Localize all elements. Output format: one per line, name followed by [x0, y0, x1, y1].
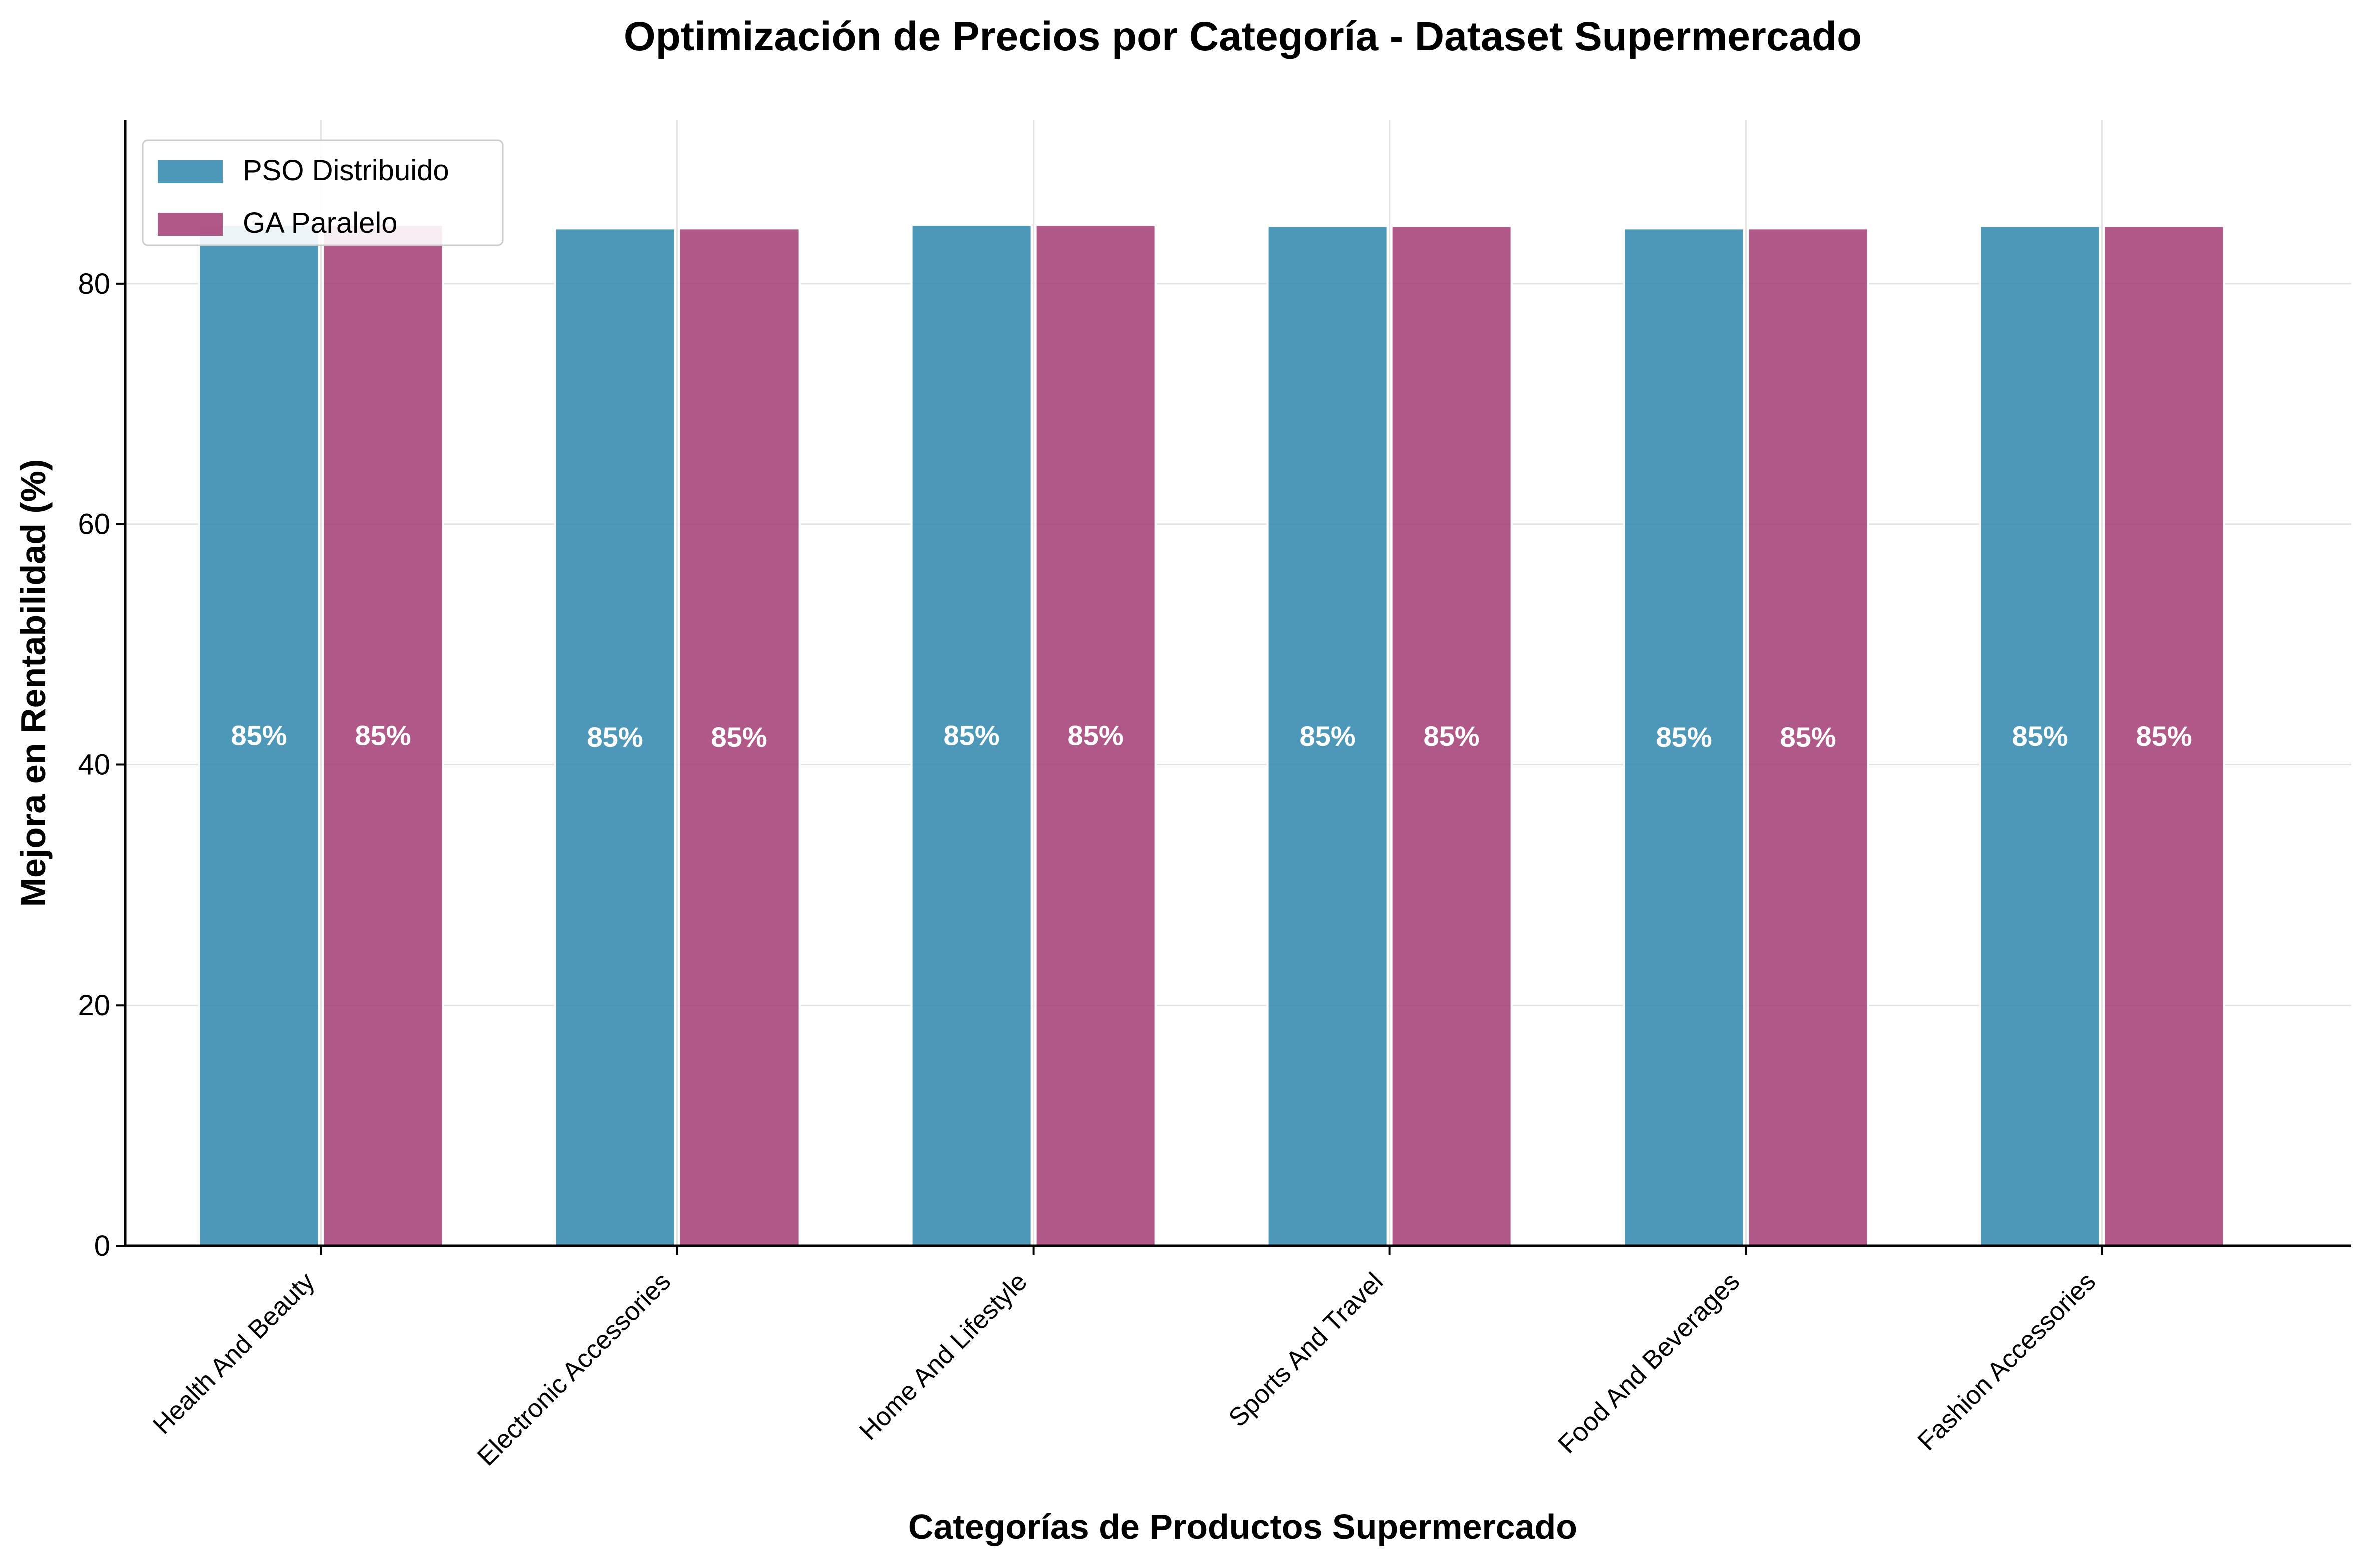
- bar-value-label: 85%: [2012, 720, 2068, 752]
- bar-value-label: 85%: [1656, 721, 1712, 753]
- bar-value-label: 85%: [711, 721, 767, 753]
- y-tick-label: 40: [78, 748, 110, 781]
- bar-value-label: 85%: [355, 720, 411, 751]
- legend-label: GA Paralelo: [243, 207, 398, 239]
- bar-pso: [1266, 225, 1389, 1247]
- bar-value-label: 85%: [1424, 720, 1480, 752]
- legend: PSO Distribuido GA Paralelo: [142, 139, 504, 246]
- legend-swatch: [158, 160, 223, 183]
- gridlines: [125, 120, 2351, 1247]
- y-tick-label: 80: [78, 268, 110, 300]
- legend-box: [142, 139, 504, 246]
- bar-pso: [198, 224, 320, 1247]
- bar-pso: [910, 224, 1033, 1247]
- bars: 85% 85% 85% 85% 85% 85% 85% 85% 85% 85% 85% 85%: [198, 224, 2225, 1247]
- x-axis-label: Categorías de Productos Supermercado: [908, 1507, 1577, 1546]
- legend-label: PSO Distribuido: [243, 154, 449, 187]
- legend-swatch: [158, 213, 223, 236]
- bar-ga: [1390, 225, 1513, 1247]
- bar-pso: [554, 227, 676, 1247]
- bar-ga: [1034, 224, 1157, 1247]
- bar-value-label: 85%: [587, 721, 643, 753]
- bar-ga: [1747, 227, 1869, 1247]
- bar-value-label: 85%: [1068, 720, 1124, 751]
- bar-ga: [2103, 225, 2225, 1247]
- bar-value-label: 85%: [231, 720, 287, 751]
- bar-value-label: 85%: [2136, 720, 2192, 752]
- y-axis-label: Mejora en Rentabilidad (%): [14, 459, 53, 907]
- chart-title: Optimización de Precios por Categoría - …: [624, 14, 1862, 59]
- y-tick-label: 20: [78, 989, 110, 1022]
- bar-pso: [1979, 225, 2101, 1247]
- bar-ga: [678, 227, 801, 1247]
- y-tick-label: 60: [78, 508, 110, 541]
- bar-value-label: 85%: [1300, 720, 1356, 752]
- axes: [116, 120, 2351, 1255]
- bar-value-label: 85%: [1780, 721, 1836, 753]
- bar-value-label: 85%: [944, 720, 1000, 751]
- bar-ga: [322, 224, 444, 1247]
- y-tick-label: 0: [94, 1230, 110, 1262]
